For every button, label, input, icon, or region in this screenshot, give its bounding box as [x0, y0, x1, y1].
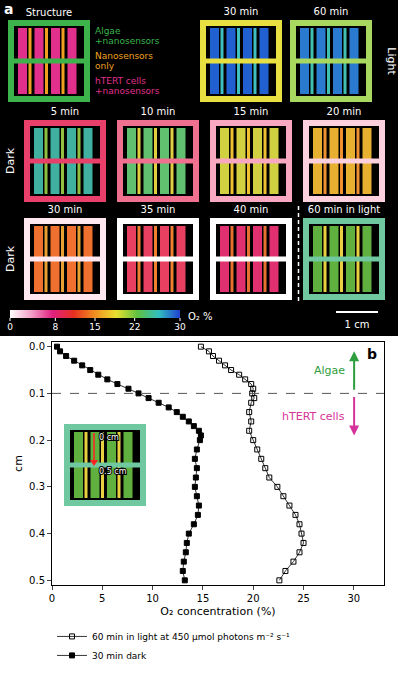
- svg-text:0.5 cm: 0.5 cm: [99, 467, 127, 476]
- svg-text:O₂ concentration (%): O₂ concentration (%): [160, 605, 275, 618]
- svg-text:+nanosensors: +nanosensors: [95, 36, 160, 46]
- svg-text:60 min in light at 450 µmol ph: 60 min in light at 450 µmol photons m⁻² …: [92, 632, 290, 642]
- svg-text:20: 20: [247, 593, 260, 604]
- svg-text:60 min in light: 60 min in light: [308, 204, 380, 215]
- svg-text:0.2: 0.2: [29, 435, 45, 446]
- svg-text:only: only: [95, 61, 115, 71]
- svg-text:20 min: 20 min: [327, 106, 362, 117]
- svg-text:25: 25: [297, 593, 310, 604]
- svg-text:Light: Light: [385, 47, 398, 75]
- svg-text:5 min: 5 min: [51, 106, 79, 117]
- svg-text:Dark: Dark: [4, 245, 17, 272]
- svg-text:30 min: 30 min: [224, 6, 259, 17]
- svg-text:hTERT cells: hTERT cells: [282, 410, 345, 423]
- svg-text:cm: cm: [12, 455, 25, 472]
- svg-text:40 min: 40 min: [234, 204, 269, 215]
- svg-text:0.5: 0.5: [29, 575, 45, 586]
- svg-text:0.4: 0.4: [29, 528, 45, 539]
- svg-text:22: 22: [129, 322, 140, 332]
- svg-text:Structure: Structure: [26, 7, 73, 18]
- svg-text:0: 0: [7, 322, 13, 332]
- svg-text:35 min: 35 min: [141, 204, 176, 215]
- svg-text:15: 15: [197, 593, 210, 604]
- svg-text:0.1: 0.1: [29, 388, 45, 399]
- svg-text:8: 8: [52, 322, 58, 332]
- svg-text:+nanosensors: +nanosensors: [95, 86, 160, 96]
- svg-text:Algae: Algae: [314, 364, 345, 377]
- svg-text:30: 30: [174, 322, 186, 332]
- svg-text:5: 5: [99, 593, 105, 604]
- svg-text:a: a: [4, 1, 13, 17]
- svg-text:10 min: 10 min: [141, 106, 176, 117]
- svg-text:0 cm: 0 cm: [99, 433, 119, 442]
- svg-text:10: 10: [146, 593, 159, 604]
- svg-text:30 min: 30 min: [48, 204, 83, 215]
- svg-text:60 min: 60 min: [314, 6, 349, 17]
- svg-text:15 min: 15 min: [234, 106, 269, 117]
- svg-text:O₂ %: O₂ %: [188, 311, 213, 322]
- svg-text:hTERT cells: hTERT cells: [95, 76, 146, 86]
- svg-text:1 cm: 1 cm: [345, 319, 370, 330]
- svg-text:15: 15: [89, 322, 100, 332]
- svg-text:Algae: Algae: [95, 26, 121, 36]
- svg-text:Nanosensors: Nanosensors: [95, 51, 153, 61]
- svg-text:30: 30: [347, 593, 360, 604]
- svg-text:Dark: Dark: [4, 147, 17, 174]
- svg-text:0: 0: [49, 593, 55, 604]
- svg-text:b: b: [367, 346, 377, 362]
- svg-text:0.0: 0.0: [29, 341, 45, 352]
- svg-text:30 min dark: 30 min dark: [92, 651, 147, 661]
- svg-text:0.3: 0.3: [29, 481, 45, 492]
